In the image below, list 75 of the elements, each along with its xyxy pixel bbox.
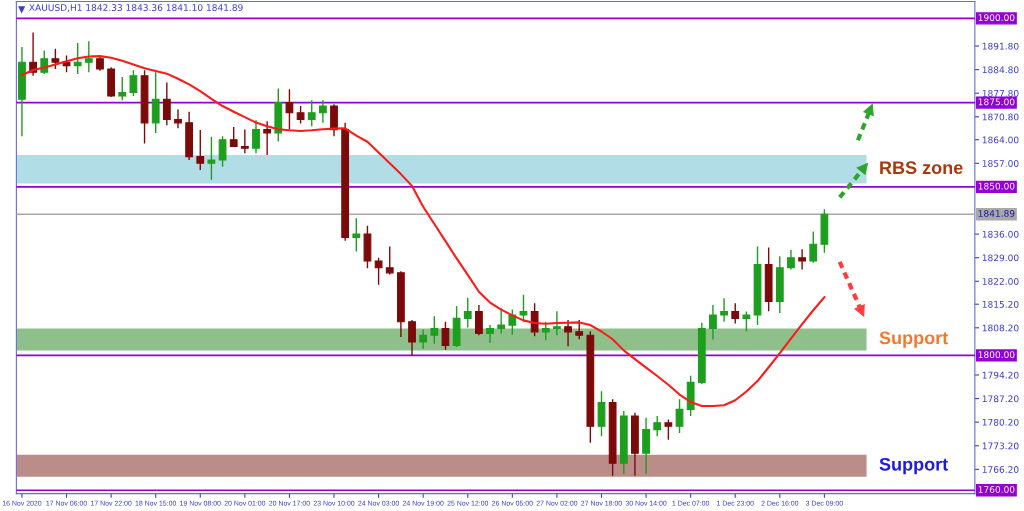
candlestick bbox=[285, 88, 294, 131]
candlestick bbox=[441, 321, 450, 351]
ref-line-label: 1900.00 bbox=[978, 14, 1015, 21]
ref-line-label: 1875.00 bbox=[978, 98, 1015, 106]
candlestick bbox=[352, 217, 361, 253]
y-tick-label: 1891.80 bbox=[982, 42, 1019, 50]
candlestick bbox=[196, 129, 205, 171]
candlestick bbox=[430, 315, 439, 345]
chart-title: XAUUSD,H1 1842.33 1843.36 1841.10 1841.89 bbox=[29, 4, 243, 12]
line-series bbox=[20, 55, 826, 408]
candlestick bbox=[408, 319, 416, 357]
band-label: Support bbox=[879, 457, 948, 475]
ref-line-label: 1760.00 bbox=[978, 486, 1015, 493]
candlestick bbox=[252, 119, 260, 154]
candlestick bbox=[642, 417, 650, 475]
candlestick bbox=[486, 324, 494, 344]
candlestick bbox=[263, 120, 272, 156]
candlestick bbox=[174, 108, 182, 129]
candlestick bbox=[419, 328, 428, 350]
candlestick bbox=[229, 126, 238, 148]
candlestick bbox=[508, 308, 517, 336]
candlestick bbox=[118, 76, 127, 101]
candlestick bbox=[73, 42, 82, 75]
y-tick-label: 1815.20 bbox=[982, 300, 1019, 308]
candlestick bbox=[787, 249, 795, 271]
candlestick bbox=[307, 99, 316, 127]
candlestick bbox=[664, 418, 673, 441]
candlestick bbox=[541, 321, 550, 341]
candlestick bbox=[463, 297, 472, 329]
y-tick-label: 1829.00 bbox=[982, 254, 1019, 262]
ref-line-label: 1841.89 bbox=[978, 210, 1015, 217]
candlestick bbox=[318, 99, 327, 124]
candlestick bbox=[162, 81, 171, 126]
y-tick-label: 1822.00 bbox=[982, 278, 1019, 285]
y-tick-label: 1836.00 bbox=[982, 230, 1019, 238]
candlestick bbox=[129, 69, 138, 97]
candlestick bbox=[675, 398, 684, 434]
candlestick bbox=[731, 302, 740, 325]
y-tick-label: 1877.80 bbox=[982, 89, 1019, 97]
candlestick bbox=[497, 307, 506, 335]
candlestick bbox=[84, 40, 93, 74]
candlestick bbox=[742, 310, 751, 332]
y-tick-label: 1766.20 bbox=[982, 466, 1019, 473]
candlestick bbox=[553, 310, 561, 336]
y-tick-label: 1864.00 bbox=[982, 136, 1019, 144]
candlestick bbox=[240, 128, 249, 154]
y-tick-label: 1870.80 bbox=[982, 113, 1019, 121]
candlestick bbox=[709, 304, 717, 341]
candlestick bbox=[809, 230, 818, 264]
y-tick-label: 1773.20 bbox=[982, 442, 1019, 450]
y-tick-label: 1884.80 bbox=[982, 66, 1019, 74]
y-tick-label: 1857.00 bbox=[982, 160, 1019, 167]
candlestick bbox=[597, 390, 606, 438]
y-tick-label: 1780.20 bbox=[982, 418, 1019, 426]
candlestick bbox=[653, 415, 662, 438]
ref-line-label: 1800.00 bbox=[978, 351, 1015, 359]
y-tick-label: 1808.20 bbox=[982, 324, 1019, 332]
candlestick bbox=[519, 294, 528, 323]
candlestick bbox=[798, 248, 807, 271]
candlestick bbox=[385, 245, 394, 276]
ref-line-label: 1850.00 bbox=[978, 182, 1015, 190]
candlestick bbox=[564, 319, 572, 348]
candlestick bbox=[374, 256, 383, 286]
candlestick bbox=[207, 135, 216, 181]
candlestick bbox=[530, 302, 539, 337]
band-label: RBS zone bbox=[880, 161, 963, 175]
candlestick bbox=[475, 304, 483, 336]
y-tick-label: 1787.20 bbox=[982, 395, 1019, 403]
y-tick-label: 1794.20 bbox=[982, 371, 1019, 379]
band-label: Support bbox=[879, 331, 948, 348]
candlestick bbox=[151, 71, 160, 134]
candlestick bbox=[575, 319, 584, 340]
candlestick bbox=[720, 297, 728, 323]
candlestick bbox=[218, 135, 227, 168]
candlestick bbox=[330, 103, 338, 138]
